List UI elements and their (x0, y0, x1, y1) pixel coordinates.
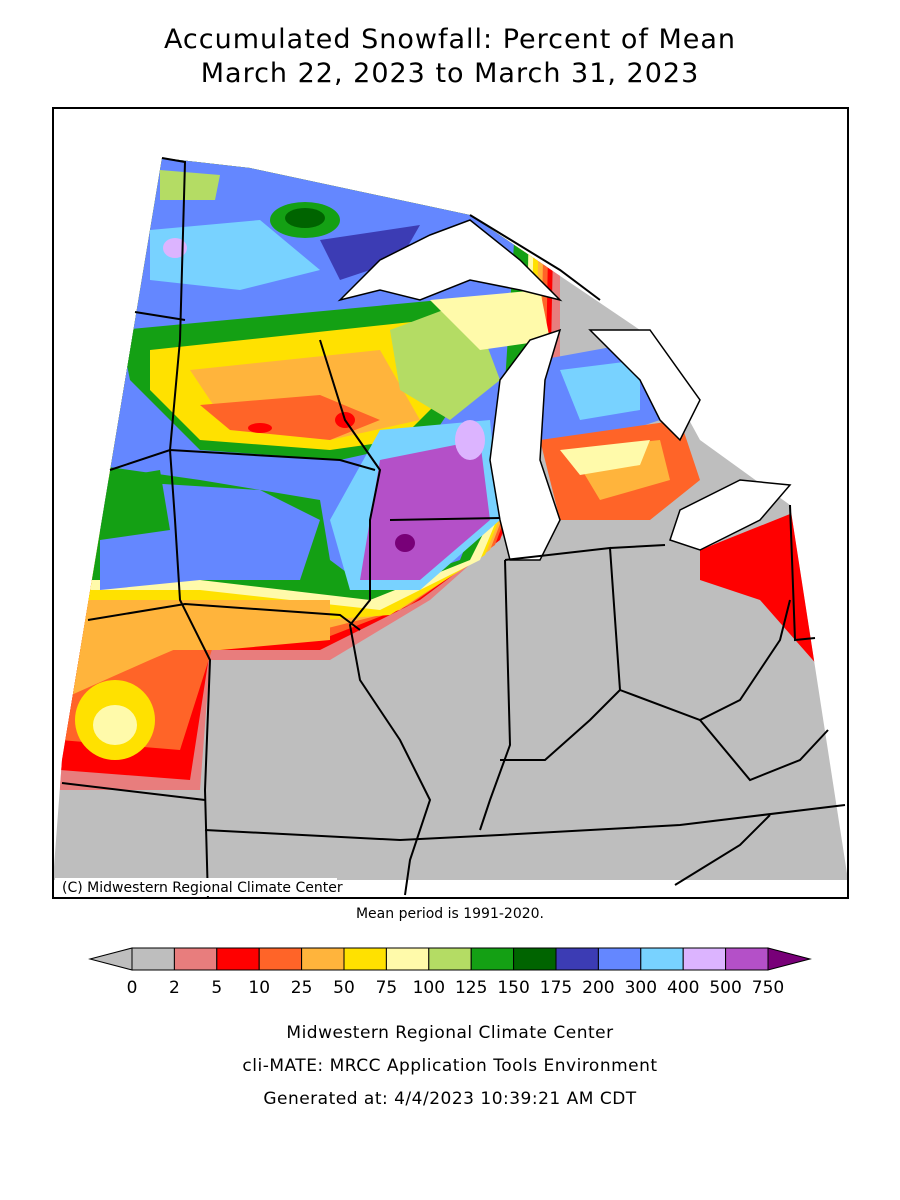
legend-swatch (216, 947, 260, 971)
legend-label: 75 (376, 978, 398, 998)
legend: 0 2 5 10 25 50 75 100 125 150 175 200 300 400 500 750 (88, 947, 812, 998)
legend-label: 2 (169, 978, 180, 998)
legend-label: 25 (291, 978, 313, 998)
legend-swatch (597, 947, 642, 971)
legend-arrow (767, 947, 812, 971)
borders (61, 157, 846, 898)
title-line: Accumulated Snowfall: Percent of Mean (164, 24, 736, 55)
map-frame (52, 107, 849, 899)
footer-line: Generated at: 4/4/2023 10:39:21 AM CDT (263, 1089, 636, 1109)
legend-label: 0 (127, 978, 138, 998)
legend-label: 125 (455, 978, 487, 998)
copyright-box (55, 878, 337, 896)
legend-label: 200 (582, 978, 614, 998)
footer-line: cli-MATE: MRCC Application Tools Environ… (242, 1056, 657, 1076)
legend-swatch (343, 947, 387, 971)
legend-label: 50 (333, 978, 355, 998)
legend-label: 400 (667, 978, 699, 998)
legend-label: 750 (752, 978, 784, 998)
legend-label: 5 (211, 978, 222, 998)
footer-line: Midwestern Regional Climate Center (286, 1023, 613, 1043)
legend-label: 300 (625, 978, 657, 998)
legend-swatch (682, 947, 727, 971)
legend-label: 100 (413, 978, 445, 998)
legend-arrow (88, 947, 133, 971)
copyright: (C) Midwestern Regional Climate Center (62, 880, 343, 896)
legend-swatch (301, 947, 345, 971)
mean-period-note: Mean period is 1991-2020. (356, 906, 544, 922)
legend-swatch (555, 947, 599, 971)
map (53, 157, 848, 898)
title-line: March 22, 2023 to March 31, 2023 (201, 58, 700, 89)
legend-swatch (385, 947, 430, 971)
legend-label: 150 (497, 978, 529, 998)
legend-swatch (258, 947, 303, 971)
legend-label: 10 (248, 978, 270, 998)
legend-swatch (725, 947, 769, 971)
legend-label: 500 (709, 978, 741, 998)
legend-swatch (173, 947, 218, 971)
legend-swatch (131, 947, 175, 971)
legend-swatch (470, 947, 515, 971)
legend-swatch (428, 947, 472, 971)
lakes (337, 219, 792, 561)
legend-swatch (640, 947, 684, 971)
legend-label: 175 (540, 978, 572, 998)
legend-swatch (513, 947, 557, 971)
